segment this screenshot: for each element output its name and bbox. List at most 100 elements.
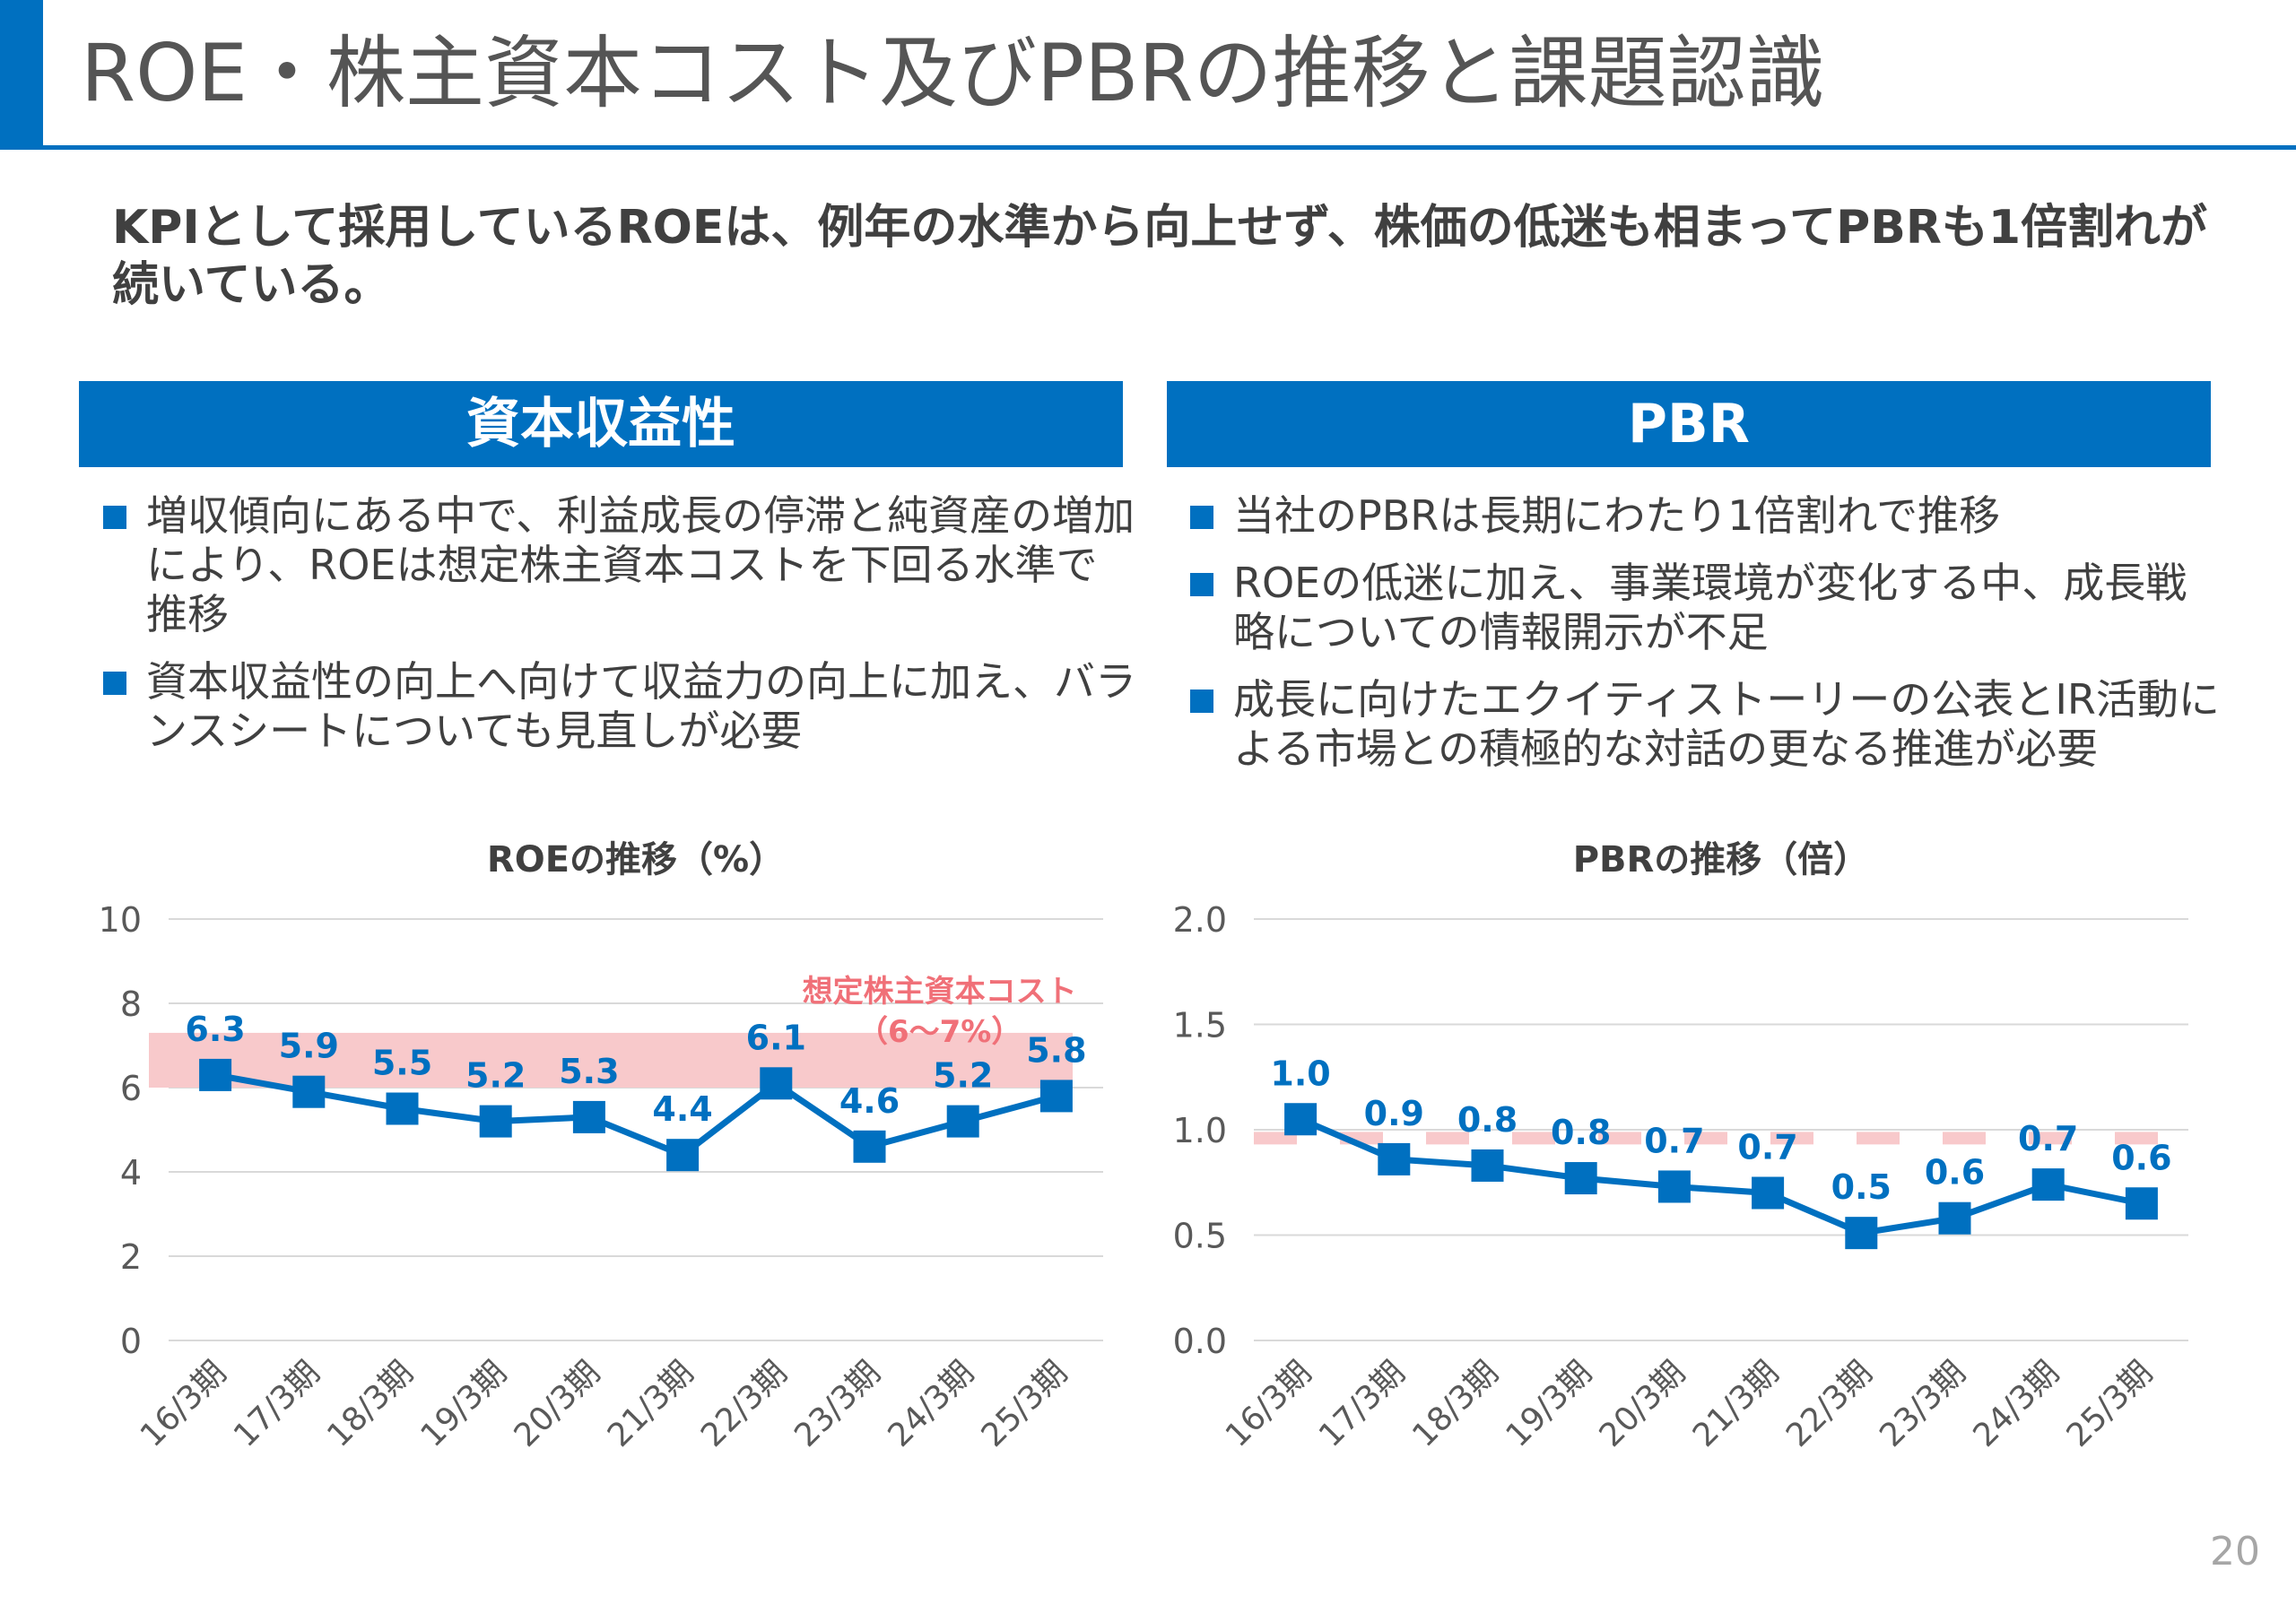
data-label: 0.5 [1831,1167,1892,1207]
data-label: 0.6 [2111,1138,2171,1177]
capital-efficiency-bullets: 増収傾向にある中で、利益成長の停滞と純資産の増加により、ROEは想定株主資本コス… [79,491,1137,774]
band-label-range: （6～7%） [857,1014,1022,1050]
data-label: 0.7 [1644,1121,1704,1160]
square-bullet-icon [1190,690,1213,713]
lead-statement: KPIとして採用しているROEは、例年の水準から向上せず、株価の低迷も相まってP… [112,201,2208,312]
bullet-text: 当社のPBRは長期にわたり1倍割れで推移 [1233,491,2001,540]
square-bullet-icon [1190,573,1213,596]
x-tick-label: 17/3期 [227,1354,327,1454]
data-point [2125,1187,2158,1220]
x-tick-label: 16/3期 [1219,1354,1319,1454]
y-tick-label: 6 [120,1069,142,1108]
data-point [1471,1149,1504,1182]
data-point [1284,1103,1318,1136]
x-tick-label: 19/3期 [1499,1354,1599,1454]
series-line [214,1071,1057,1158]
pbr-bullets: 当社のPBRは長期にわたり1倍割れで推移 ROEの低迷に加え、事業環境が変化する… [1166,491,2224,792]
x-tick-label: 23/3期 [787,1354,888,1454]
series-line [1299,1116,2143,1236]
y-tick-label: 0.0 [1173,1322,1227,1361]
data-label: 0.7 [1737,1128,1797,1167]
data-point [479,1105,512,1138]
roe-chart-svg: ROEの推移（%） 0 2 4 6 8 10 想定株主資本コスト （6～7%） 6.3 5.9 5.5… [99,839,1103,1454]
title-accent-bar [0,0,43,148]
data-point [1845,1217,1878,1250]
chart-title: PBRの推移（倍） [1573,839,1870,880]
data-point [199,1058,232,1091]
x-tick-label: 18/3期 [320,1354,421,1454]
x-tick-label: 20/3期 [508,1354,608,1454]
x-tick-label: 22/3期 [694,1354,795,1454]
bullet-text: 資本収益性の向上へ向けて収益力の向上に加え、バランスシートについても見直しが必要 [146,657,1136,755]
y-tick-label: 8 [120,984,142,1024]
square-bullet-icon [103,506,126,529]
page-number: 20 [2210,1529,2260,1574]
data-label: 6.1 [746,1018,806,1057]
y-tick-label: 2 [120,1237,142,1277]
section-header-capital-efficiency: 資本収益性 [79,381,1123,467]
bullet-item: 増収傾向にある中で、利益成長の停滞と純資産の増加により、ROEは想定株主資本コス… [79,491,1137,639]
data-point [1378,1142,1411,1175]
data-label: 5.9 [279,1027,339,1066]
data-label: 5.2 [933,1056,993,1096]
bullet-item: 資本収益性の向上へ向けて収益力の向上に加え、バランスシートについても見直しが必要 [79,657,1137,756]
title-underline [0,145,2296,150]
x-tick-label: 21/3期 [601,1354,701,1454]
roe-chart: ROEの推移（%） 0 2 4 6 8 10 想定株主資本コスト （6～7%） 6.3 5.9 5.5… [72,825,1130,1524]
data-point [1039,1080,1073,1113]
data-label: 6.3 [185,1010,245,1049]
data-label: 0.7 [2018,1119,2078,1158]
x-tick-label: 22/3期 [1779,1354,1880,1454]
data-label: 1.0 [1270,1054,1330,1093]
pbr-chart: PBRの推移（倍） 0.0 0.5 1.0 1.5 2.0 1.0 0.9 0.8 0.8 0.7 0… [1157,825,2215,1524]
data-label: 5.5 [372,1044,432,1083]
data-label: 5.8 [1026,1030,1086,1070]
data-label: 5.2 [465,1056,526,1096]
y-tick-label: 10 [99,900,142,940]
data-point [1657,1170,1691,1203]
x-tick-label: 24/3期 [1966,1354,2066,1454]
data-label: 4.4 [652,1089,712,1129]
y-tick-label: 1.0 [1173,1111,1227,1150]
x-tick-label: 25/3期 [2060,1354,2161,1454]
data-point [666,1139,700,1172]
section-header-pbr: PBR [1167,381,2211,467]
x-tick-label: 24/3期 [881,1354,981,1454]
y-tick-label: 0 [120,1322,142,1361]
data-point [1564,1162,1597,1195]
pbr-chart-svg: PBRの推移（倍） 0.0 0.5 1.0 1.5 2.0 1.0 0.9 0.8 0.8 0.7 0… [1173,839,2188,1454]
band-label: 想定株主資本コスト [803,974,1077,1010]
x-tick-label: 20/3期 [1593,1354,1693,1454]
bullet-text: 成長に向けたエクイティストーリーの公表とIR活動による市場との積極的な対話の更な… [1233,675,2220,773]
page-title: ROE・株主資本コスト及びPBRの推移と課題認識 [81,27,1825,119]
bullet-item: 成長に向けたエクイティストーリーの公表とIR活動による市場との積極的な対話の更な… [1166,675,2224,774]
data-point [946,1105,979,1138]
x-tick-label: 21/3期 [1686,1354,1787,1454]
y-tick-label: 2.0 [1173,900,1227,940]
data-point [572,1100,605,1133]
bullet-text: 増収傾向にある中で、利益成長の停滞と純資産の増加により、ROEは想定株主資本コス… [146,491,1135,638]
chart-title: ROEの推移（%） [487,839,785,880]
square-bullet-icon [1190,506,1213,529]
bullet-item: ROEの低迷に加え、事業環境が変化する中、成長戦略についての情報開示が不足 [1166,559,2224,657]
data-label: 0.8 [1551,1113,1611,1152]
data-label: 0.9 [1364,1094,1424,1133]
x-tick-label: 25/3期 [975,1354,1075,1454]
data-label: 0.6 [1925,1153,1985,1193]
bullet-text: ROEの低迷に加え、事業環境が変化する中、成長戦略についての情報開示が不足 [1233,559,2187,656]
y-tick-label: 4 [120,1153,142,1193]
data-point [2031,1168,2065,1201]
y-tick-label: 0.5 [1173,1217,1227,1256]
data-point [386,1092,419,1125]
x-tick-label: 23/3期 [1873,1354,1973,1454]
data-point [1938,1201,1971,1235]
y-tick-label: 1.5 [1173,1006,1227,1045]
data-label: 5.3 [559,1052,619,1091]
data-point [1752,1176,1785,1210]
square-bullet-icon [103,672,126,695]
data-label: 0.8 [1457,1100,1518,1140]
x-tick-label: 18/3期 [1405,1354,1506,1454]
data-point [292,1075,326,1108]
x-tick-label: 17/3期 [1312,1354,1413,1454]
bullet-item: 当社のPBRは長期にわたり1倍割れで推移 [1166,491,2224,541]
